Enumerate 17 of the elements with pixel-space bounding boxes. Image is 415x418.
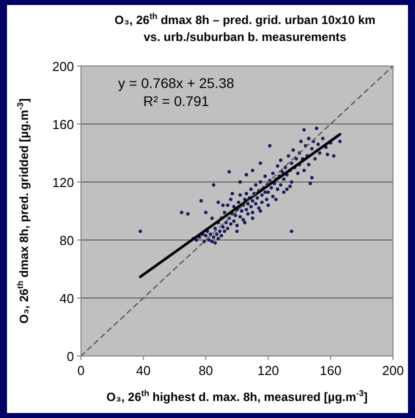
chart-title: O₃, 26$^{th}$ dmax 8h – pred. grid. urban 10x10 km: [114, 11, 376, 27]
x-tick-label: 120: [257, 363, 280, 378]
y-tick-label: 160: [52, 117, 74, 132]
y-tick-label: 40: [60, 291, 74, 306]
x-tick-label: 0: [77, 363, 85, 378]
y-tick-label: 200: [52, 59, 74, 74]
y-tick-label: 120: [52, 175, 74, 190]
annotation: R² = 0.791: [143, 93, 210, 109]
y-tick-label: 80: [60, 233, 74, 248]
x-axis-title: O₃, 26$^{th}$ highest d. max. 8h, measured [µg.m$^{-3}$]: [106, 388, 368, 404]
chart-subtitle: vs. urb./suburban b. measurements: [144, 30, 347, 44]
y-tick-label: 0: [66, 349, 74, 364]
x-tick-label: 200: [382, 363, 404, 378]
x-tick-label: 40: [136, 363, 151, 378]
annotation: y = 0.768x + 25.38: [118, 75, 234, 91]
x-tick-label: 80: [198, 363, 214, 378]
x-tick-label: 160: [320, 363, 342, 378]
